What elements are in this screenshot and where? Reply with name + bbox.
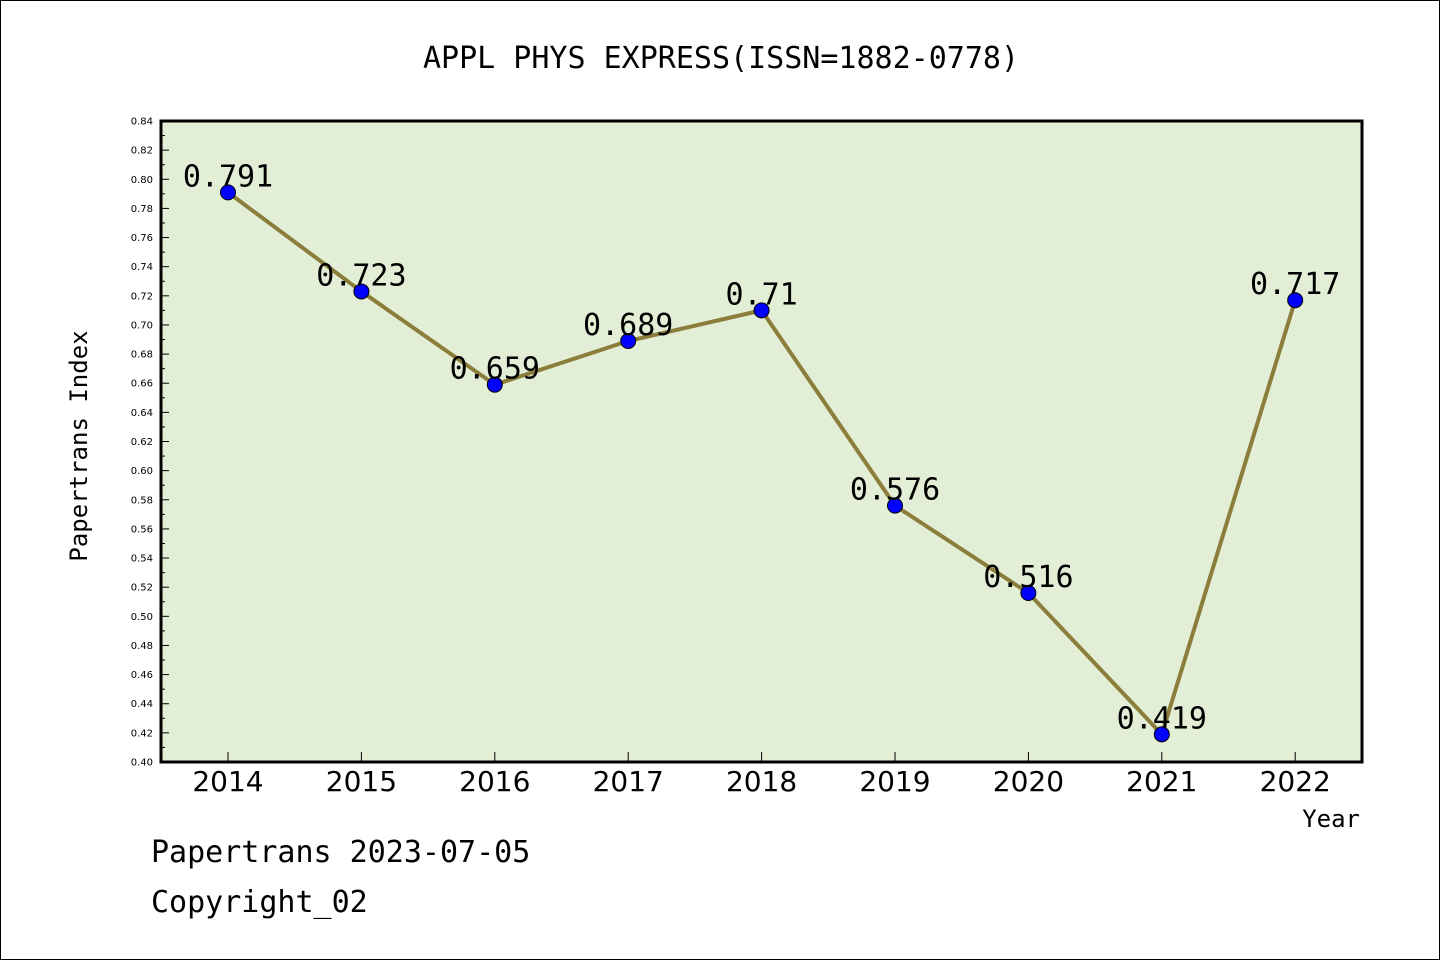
data-label: 0.71 [725,277,797,312]
data-point [1020,585,1037,602]
x-tick-label: 2017 [593,765,664,798]
y-tick-label: 0.74 [131,262,153,273]
y-tick-label: 0.76 [131,233,153,244]
y-tick-label: 0.48 [131,641,153,652]
x-tick-label: 2022 [1260,765,1331,798]
chart-title: APPL PHYS EXPRESS(ISSN=1882-0778) [423,41,1019,76]
x-axis-ticks: 2014 2015 2016 2017 2018 2019 2020 2021 2022 [192,752,1331,798]
y-tick-label: 0.72 [131,291,153,302]
x-tick-label: 2015 [326,765,397,798]
data-point [353,283,370,300]
data-label: 0.419 [1117,701,1207,736]
plot-area [159,119,1364,764]
data-label: 0.659 [450,352,540,387]
y-tick-label: 0.64 [131,408,153,419]
data-label: 0.723 [316,258,406,293]
y-tick-label: 0.60 [131,466,153,477]
y-tick-label: 0.42 [131,728,153,739]
x-tick-label: 2018 [726,765,797,798]
data-point [620,332,637,349]
y-tick-label: 0.62 [131,437,153,448]
y-tick-label: 0.82 [131,146,153,157]
y-tick-label: 0.68 [131,350,153,361]
y-tick-label: 0.40 [131,758,153,769]
data-label: 0.576 [850,473,940,508]
y-tick-label: 0.50 [131,612,153,623]
y-tick-label: 0.44 [131,699,153,710]
x-axis-label: Year [1302,805,1360,833]
data-point [486,376,503,393]
y-axis-label: Papertrans Index [65,330,93,561]
x-tick-label: 2014 [192,765,263,798]
y-tick-label: 0.66 [131,379,153,390]
data-label: 0.717 [1250,267,1340,302]
x-tick-label: 2019 [859,765,930,798]
y-tick-label: 0.70 [131,320,153,331]
data-point [1287,292,1304,309]
data-point [1153,726,1170,743]
data-label: 0.791 [183,159,273,194]
x-tick-label: 2021 [1126,765,1197,798]
data-label: 0.689 [583,308,673,343]
data-labels: 0.791 0.723 0.659 0.689 0.71 0.576 0.516 0.419 0… [183,159,1341,736]
y-tick-label: 0.58 [131,495,153,506]
data-point [753,302,770,319]
y-tick-label: 0.78 [131,204,153,215]
y-tick-label: 0.54 [131,554,153,565]
y-tick-label: 0.52 [131,583,153,594]
data-label: 0.516 [983,560,1073,595]
y-tick-label: 0.46 [131,670,153,681]
data-point [887,497,903,514]
series-markers [220,184,1304,743]
x-tick-label: 2020 [993,765,1064,798]
footer-date-text: Papertrans 2023-07-05 [151,835,531,870]
y-tick-label: 0.80 [131,175,153,186]
y-axis-ticks: 0.40 0.42 0.44 0.46 0.48 0.50 0.52 0.54 0.56 0.58… [131,117,169,769]
y-tick-label: 0.84 [131,117,153,128]
y-tick-label: 0.56 [131,524,153,535]
data-point [220,184,236,201]
footer-copyright-text: Copyright_02 [151,885,368,920]
x-tick-label: 2016 [459,765,530,798]
